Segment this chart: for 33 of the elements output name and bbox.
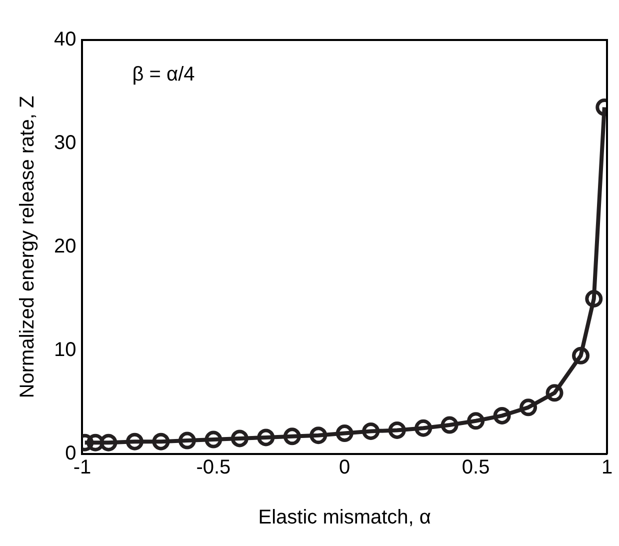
point (546, 384, 564, 402)
x-tick-label: -0.5 (196, 456, 231, 479)
point (388, 421, 406, 439)
point (152, 432, 170, 450)
point (585, 290, 603, 308)
point (362, 422, 380, 440)
y-tick-label: 20 (54, 236, 76, 258)
y-tick-label: 40 (54, 28, 76, 51)
point (100, 434, 118, 452)
point (204, 430, 222, 448)
point (467, 412, 485, 430)
point (414, 419, 432, 437)
y-tick-label: 0 (65, 442, 76, 465)
x-tick-label: 0.5 (462, 456, 490, 479)
point (126, 432, 144, 450)
y-tick-label: 10 (54, 339, 76, 362)
point (493, 406, 511, 424)
x-tick-label: 0 (339, 456, 350, 479)
annotation: β = α/4 (132, 64, 195, 86)
y-axis-title: Normalized energy release rate, Z (16, 96, 39, 398)
point (520, 398, 538, 416)
point (86, 434, 104, 452)
point (283, 428, 301, 446)
point (230, 430, 248, 448)
point (178, 432, 196, 450)
point (572, 346, 590, 364)
x-axis-title: Elastic mismatch, α (258, 506, 431, 529)
point (310, 426, 328, 444)
point (257, 428, 275, 446)
x-tick-label: 1 (601, 456, 613, 479)
point (440, 416, 458, 434)
y-tick-label: 30 (54, 132, 76, 154)
point (336, 424, 354, 442)
